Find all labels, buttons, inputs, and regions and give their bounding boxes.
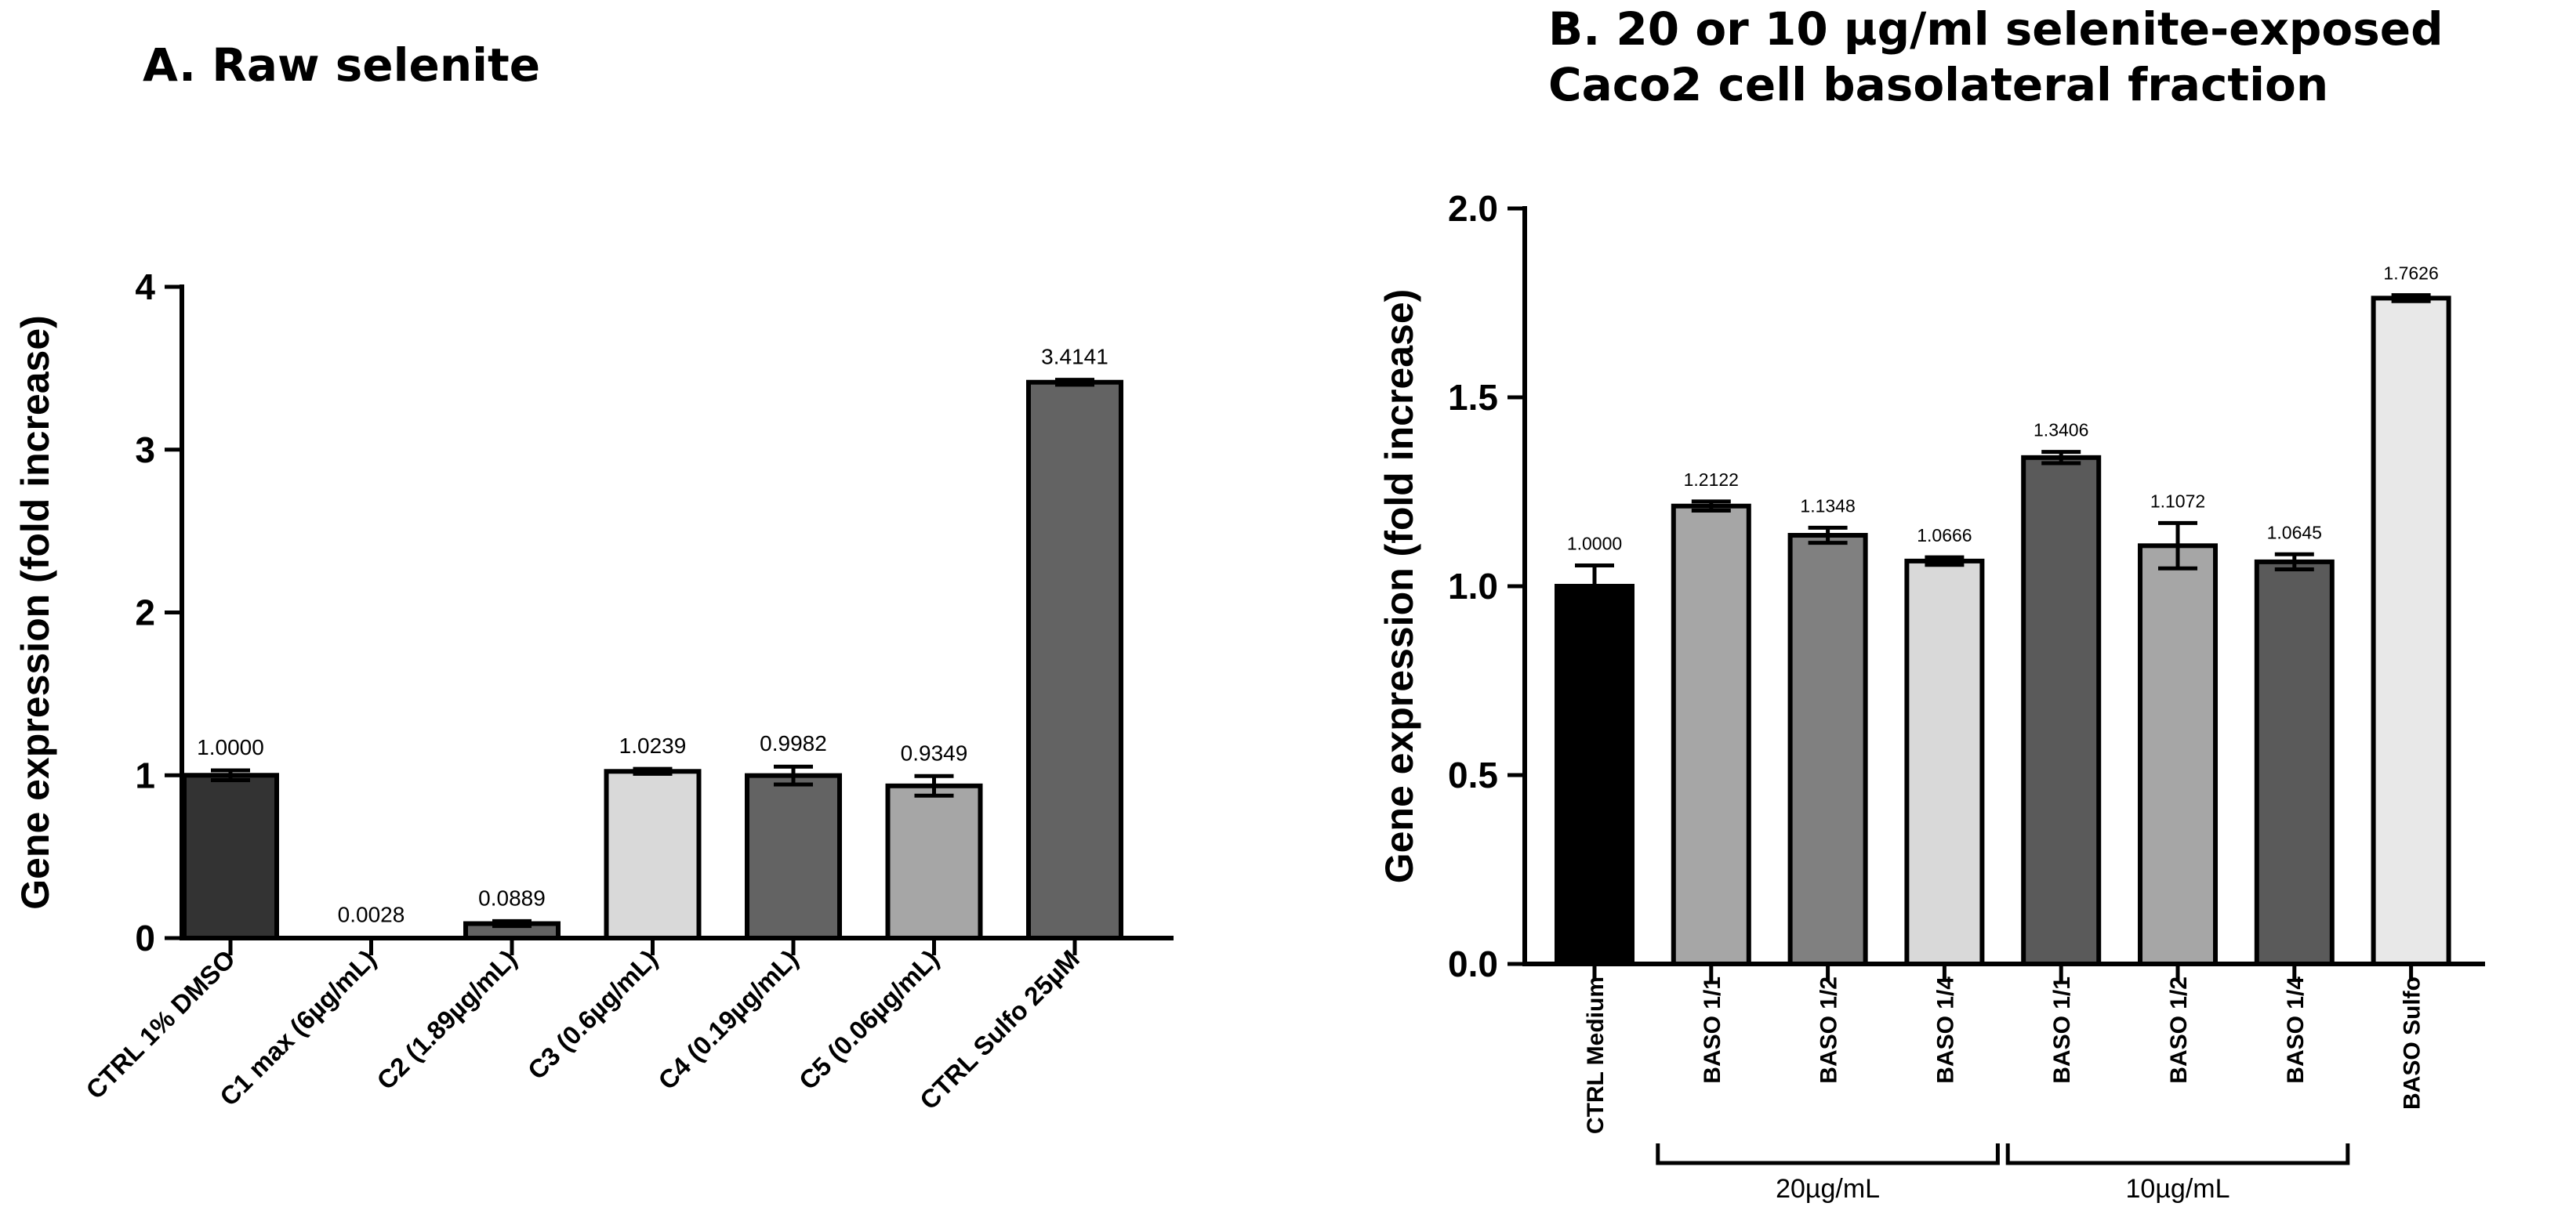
chart-b-y-tick-label: 1.0 bbox=[1448, 566, 1498, 607]
chart-a-category-label: CTRL 1% DMSO bbox=[80, 944, 241, 1105]
chart-b-bar bbox=[1671, 503, 1751, 966]
chart-b-y-axis-label: Gene expression (fold increase) bbox=[1377, 289, 1421, 884]
chart-b-title: B. 20 or 10 µg/ml selenite-exposed Caco2… bbox=[1548, 2, 2444, 111]
chart-a-category-label: CTRL Sulfo 25µM bbox=[914, 944, 1085, 1115]
chart-b-y-tick-label: 2.0 bbox=[1448, 188, 1498, 229]
chart-a-bar bbox=[1026, 379, 1123, 941]
chart-b-bar bbox=[1904, 558, 1985, 966]
chart-b-y-tick-label: 0.5 bbox=[1448, 755, 1498, 795]
chart-b-category-label: BASO Sulfo bbox=[2400, 976, 2425, 1110]
chart-a-y-tick-label: 0 bbox=[135, 918, 155, 958]
chart-b-bar bbox=[2254, 559, 2335, 966]
chart-b-category-label: BASO 1/2 bbox=[1816, 976, 1842, 1084]
chart-a-category-label: C2 (1.89µg/mL) bbox=[371, 944, 522, 1096]
chart-a-category-label: C1 max (6µg/mL) bbox=[214, 944, 381, 1111]
chart-b-bar bbox=[2138, 543, 2218, 966]
chart-a-category-label: C3 (0.6µg/mL) bbox=[522, 944, 663, 1085]
chart-a-y-axis-label: Gene expression (fold increase) bbox=[13, 315, 57, 910]
chart-b-category-label: BASO 1/4 bbox=[1932, 976, 1958, 1084]
chart-b-group-label: 20µg/mL bbox=[1776, 1174, 1880, 1204]
chart-a-title: A. Raw selenite bbox=[143, 38, 541, 92]
chart-b-group-label: 10µg/mL bbox=[2126, 1174, 2230, 1204]
chart-b-bar bbox=[1555, 584, 1634, 966]
chart-b-y-tick-label: 0.0 bbox=[1448, 944, 1498, 984]
chart-b-category-label: BASO 1/1 bbox=[1700, 976, 1725, 1084]
chart-a-y-tick-label: 4 bbox=[135, 266, 155, 307]
chart-a-data-label: 3.4141 bbox=[1041, 345, 1108, 369]
chart-a-category-label: C5 (0.06µg/mL) bbox=[793, 944, 945, 1096]
chart-b-y-tick-label: 1.5 bbox=[1448, 377, 1498, 418]
chart-b-category-label: BASO 1/2 bbox=[2166, 976, 2192, 1084]
chart-a-bar bbox=[604, 769, 702, 941]
chart-b-bar bbox=[2021, 455, 2102, 966]
chart-a-category-label: C4 (0.19µg/mL) bbox=[652, 944, 804, 1096]
chart-a-bar bbox=[885, 783, 983, 941]
chart-b-category-label: CTRL Medium bbox=[1583, 976, 1609, 1134]
chart-b-data-label: 1.1072 bbox=[2150, 491, 2205, 511]
chart-b-bar bbox=[2371, 295, 2451, 966]
chart-a-bar bbox=[745, 773, 842, 941]
chart-b-category-label: BASO 1/4 bbox=[2283, 976, 2309, 1084]
chart-a-data-label: 0.0028 bbox=[338, 902, 405, 926]
chart-a-y-tick-label: 1 bbox=[135, 755, 155, 795]
chart-b-data-label: 1.0645 bbox=[2267, 522, 2322, 542]
chart-b-bar bbox=[1787, 533, 1868, 966]
chart-b-group-bracket bbox=[2005, 1143, 2350, 1165]
chart-b-data-label: 1.1348 bbox=[1800, 495, 1855, 516]
chart-a-y-tick-label: 3 bbox=[135, 429, 155, 470]
chart-a-data-label: 1.0239 bbox=[619, 734, 687, 758]
chart-b-data-label: 1.0666 bbox=[1917, 525, 1972, 545]
chart-b-data-label: 1.3406 bbox=[2034, 420, 2088, 440]
chart-b-data-label: 1.7626 bbox=[2383, 263, 2438, 284]
chart-b-group-bracket bbox=[1656, 1143, 2000, 1165]
chart-b-data-label: 1.2122 bbox=[1684, 469, 1739, 490]
chart-a-data-label: 1.0000 bbox=[197, 735, 264, 759]
chart-a-y-tick-label: 2 bbox=[135, 592, 155, 633]
chart-a-data-label: 0.9982 bbox=[760, 731, 827, 755]
chart-b-data-label: 1.0000 bbox=[1567, 533, 1622, 553]
chart-a-data-label: 0.9349 bbox=[901, 741, 968, 765]
chart-a-data-label: 0.0889 bbox=[478, 886, 546, 910]
chart-a-bar bbox=[182, 773, 279, 940]
chart-b-category-label: BASO 1/1 bbox=[2049, 976, 2075, 1084]
